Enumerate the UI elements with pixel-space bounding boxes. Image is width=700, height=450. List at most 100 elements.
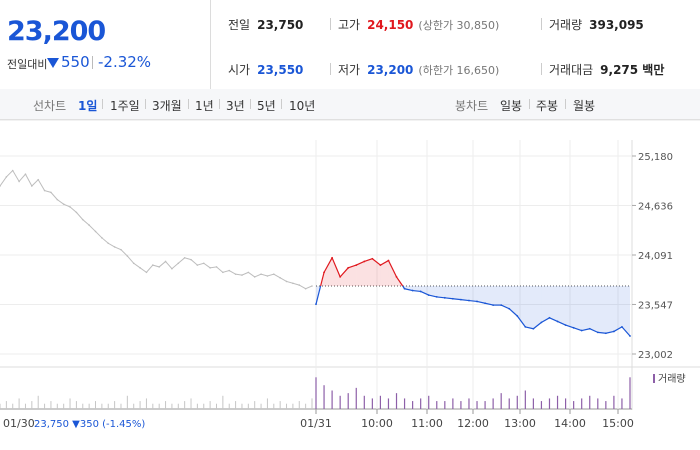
stat-divider bbox=[541, 18, 542, 30]
stat-divider bbox=[330, 63, 331, 75]
volume-panel: 거래량 bbox=[0, 373, 686, 409]
previous-day-point bbox=[5, 176, 8, 178]
upper-limit: (상한가 30,850) bbox=[418, 19, 500, 32]
previous-day-point bbox=[202, 262, 205, 265]
stat-value: 23,200 bbox=[367, 63, 414, 77]
price-plot bbox=[0, 169, 631, 337]
price-point bbox=[435, 296, 438, 298]
below-prev-close-area bbox=[404, 286, 413, 291]
below-prev-close-line bbox=[621, 326, 631, 337]
above-prev-close-line bbox=[348, 264, 357, 269]
stat-label: 거래대금 bbox=[549, 63, 594, 77]
tab-1d[interactable]: 1일 bbox=[78, 99, 98, 113]
y-tick-label: 23,547 bbox=[638, 300, 673, 311]
previous-day-point bbox=[152, 264, 154, 266]
previous-day-point bbox=[285, 280, 288, 283]
below-prev-close-line bbox=[500, 304, 510, 310]
stat-label: 거래량 bbox=[549, 18, 583, 32]
previous-day-point bbox=[222, 271, 224, 274]
tab-divider bbox=[188, 99, 189, 109]
below-prev-close-area bbox=[501, 286, 510, 309]
price-point bbox=[347, 266, 350, 269]
x-tick-label: 15:00 bbox=[602, 417, 634, 430]
previous-day-point bbox=[18, 180, 20, 183]
below-prev-close-area bbox=[581, 286, 590, 331]
above-prev-close-area bbox=[348, 265, 357, 286]
previous-day-point bbox=[43, 189, 46, 192]
previous-day-point bbox=[228, 269, 231, 272]
previous-day-point bbox=[37, 178, 40, 181]
price-point bbox=[387, 259, 390, 262]
price-point bbox=[621, 326, 623, 328]
above-prev-close-line bbox=[371, 258, 381, 266]
price-point bbox=[371, 257, 374, 260]
previous-day-point bbox=[113, 246, 116, 248]
previous-day-point bbox=[183, 257, 186, 259]
price-point bbox=[379, 264, 382, 266]
previous-day-point bbox=[196, 264, 199, 266]
price-point bbox=[532, 327, 535, 330]
tab-5y[interactable]: 5년 bbox=[257, 99, 276, 113]
above-prev-close-line bbox=[323, 257, 333, 273]
volume-legend-label: 거래량 bbox=[658, 373, 686, 385]
above-prev-close-area bbox=[332, 257, 341, 286]
below-prev-close-line bbox=[436, 296, 445, 299]
previous-day-point bbox=[247, 271, 250, 274]
price-point bbox=[339, 276, 342, 278]
previous-day-point bbox=[75, 211, 78, 214]
below-prev-close-line bbox=[573, 327, 582, 332]
chart-grid bbox=[0, 119, 700, 410]
tab-monthly-candle[interactable]: 월봉 bbox=[573, 99, 596, 113]
below-prev-close-area bbox=[605, 286, 614, 334]
below-prev-close-line bbox=[404, 288, 413, 292]
above-prev-close-area bbox=[388, 260, 397, 286]
tab-divider bbox=[145, 99, 146, 109]
above-prev-close-line bbox=[380, 260, 389, 266]
previous-day-point bbox=[266, 275, 269, 277]
tab-10y[interactable]: 10년 bbox=[289, 99, 316, 113]
below-prev-close-line bbox=[525, 326, 534, 330]
line-chart-label: 선차트 bbox=[33, 99, 67, 113]
y-tick-label: 24,636 bbox=[638, 201, 673, 212]
previous-day-point bbox=[177, 262, 180, 265]
price-point bbox=[588, 327, 591, 330]
tab-3y[interactable]: 3년 bbox=[226, 99, 245, 113]
tab-daily-candle[interactable]: 일봉 bbox=[500, 99, 523, 113]
below-prev-close-area bbox=[509, 286, 518, 316]
tab-divider bbox=[250, 99, 251, 109]
previous-day-point bbox=[241, 274, 243, 276]
tab-weekly-candle[interactable]: 주봉 bbox=[536, 99, 559, 113]
below-prev-close-area bbox=[468, 286, 478, 302]
below-prev-close-line bbox=[452, 298, 461, 301]
previous-day-point bbox=[209, 267, 211, 269]
below-prev-close-line bbox=[460, 299, 470, 302]
previous-day-point bbox=[171, 267, 173, 270]
tab-3m[interactable]: 3개월 bbox=[152, 99, 182, 113]
below-prev-close-line bbox=[484, 302, 494, 306]
below-prev-close-area bbox=[525, 286, 534, 329]
price-point bbox=[331, 256, 334, 259]
price-point bbox=[572, 326, 575, 329]
previous-day-date: 01/30 bbox=[3, 417, 35, 430]
tab-1y[interactable]: 1년 bbox=[195, 99, 214, 113]
price-point bbox=[492, 304, 495, 306]
tab-divider bbox=[529, 99, 530, 109]
previous-day-point bbox=[24, 173, 27, 175]
price-point bbox=[468, 299, 470, 302]
below-prev-close-area bbox=[493, 286, 502, 306]
price-point bbox=[508, 307, 511, 310]
below-prev-close-area bbox=[436, 286, 445, 298]
below-prev-close-area bbox=[477, 286, 486, 304]
price-point bbox=[548, 316, 551, 319]
stat-divider bbox=[330, 18, 331, 30]
below-prev-close-line bbox=[581, 328, 590, 332]
below-prev-close-line bbox=[516, 315, 526, 328]
tab-1w[interactable]: 1주일 bbox=[110, 99, 140, 113]
x-tick-label: 14:00 bbox=[554, 417, 586, 430]
y-tick-label: 23,002 bbox=[638, 350, 673, 361]
above-prev-close-line bbox=[396, 276, 404, 287]
quote-panel: 23,200 전일대비 550 -2.32% 전일 23,750 고가 24,150… bbox=[0, 0, 700, 90]
below-prev-close-area bbox=[460, 286, 469, 301]
price-box: 23,200 전일대비 550 -2.32% bbox=[0, 0, 211, 89]
below-prev-close-line bbox=[605, 330, 615, 334]
